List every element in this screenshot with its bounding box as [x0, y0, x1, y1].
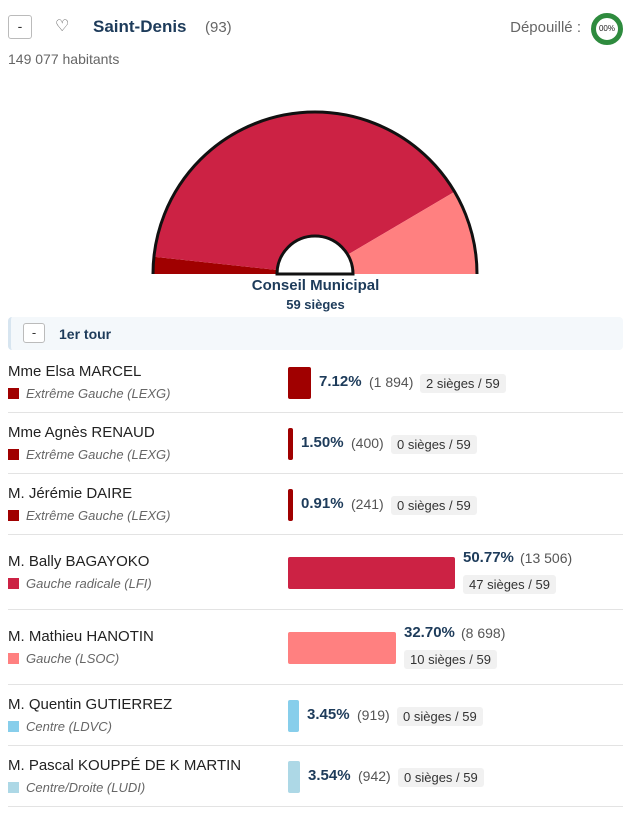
commune-header: - ♡ Saint-Denis (93) Dépouillé : 00% [8, 13, 623, 45]
candidate-row[interactable]: M. Quentin GUTIERREZ Centre (LDVC) 3.45% (9… [8, 685, 623, 746]
party-label: Gauche (LSOC) [26, 651, 120, 666]
party-label: Gauche radicale (LFI) [26, 576, 152, 591]
candidate-party: Extrême Gauche (LEXG) [8, 508, 171, 523]
depouille-progress-ring: 00% [591, 13, 623, 45]
round-header: - 1er tour [8, 317, 623, 350]
candidate-party: Centre/Droite (LUDI) [8, 780, 145, 795]
vote-percentage: 1.50% [301, 434, 344, 451]
vote-count: (400) [351, 435, 384, 451]
candidate-name[interactable]: Mme Elsa MARCEL [8, 363, 142, 380]
party-label: Centre/Droite (LUDI) [26, 780, 146, 795]
seats-badge: 0 sièges / 59 [398, 768, 484, 787]
collapse-button[interactable]: - [8, 15, 32, 39]
party-label: Extrême Gauche (LEXG) [26, 508, 171, 523]
hemicycle-center [275, 234, 355, 276]
candidate-row[interactable]: Mme Agnès RENAUD Extrême Gauche (LEXG) 1.5… [8, 413, 623, 474]
candidate-name[interactable]: M. Mathieu HANOTIN [8, 628, 154, 645]
party-color-swatch [8, 653, 19, 664]
candidate-name[interactable]: M. Jérémie DAIRE [8, 485, 133, 502]
party-label: Centre (LDVC) [26, 719, 112, 734]
candidate-name[interactable]: M. Bally BAGAYOKO [8, 553, 150, 570]
vote-share-bar [288, 367, 311, 399]
heart-icon[interactable]: ♡ [55, 18, 70, 35]
party-color-swatch [8, 510, 19, 521]
candidate-row[interactable]: M. Pascal KOUPPÉ DE K MARTIN Centre/Droit… [8, 746, 623, 807]
vote-percentage: 7.12% [319, 373, 362, 390]
council-seats-total: 59 sièges [286, 297, 345, 312]
population-text: 149 077 habitants [8, 51, 120, 67]
round-label: 1er tour [59, 326, 112, 342]
candidate-party: Gauche radicale (LFI) [8, 576, 152, 591]
party-color-swatch [8, 721, 19, 732]
vote-count: (942) [358, 768, 391, 784]
vote-count: (13 506) [520, 550, 573, 566]
candidate-party: Centre (LDVC) [8, 719, 112, 734]
candidate-party: Gauche (LSOC) [8, 651, 119, 666]
vote-percentage: 0.91% [301, 495, 344, 512]
candidate-name[interactable]: M. Quentin GUTIERREZ [8, 696, 173, 713]
seats-badge: 0 sièges / 59 [391, 435, 477, 454]
candidate-row[interactable]: M. Mathieu HANOTIN Gauche (LSOC) 32.70% (8 … [8, 610, 623, 685]
vote-share-bar [288, 700, 299, 732]
candidate-row[interactable]: M. Bally BAGAYOKO Gauche radicale (LFI) 50… [8, 535, 623, 610]
hemicycle-slice-4 [315, 191, 477, 274]
depouille-label: Dépouillé : [510, 19, 581, 36]
vote-count: (1 894) [369, 374, 414, 390]
round-collapse-button[interactable]: - [23, 323, 45, 343]
hemicycle-outline [151, 110, 479, 275]
vote-share-bar [288, 428, 293, 460]
vote-count: (8 698) [461, 625, 506, 641]
vote-share-bar [288, 761, 300, 793]
vote-percentage: 32.70% [404, 624, 455, 641]
candidate-row[interactable]: M. Jérémie DAIRE Extrême Gauche (LEXG) 0.9… [8, 474, 623, 535]
seat-hemicycle-chart [151, 110, 479, 276]
city-name[interactable]: Saint-Denis [93, 17, 187, 36]
seats-badge: 2 sièges / 59 [420, 374, 506, 393]
seats-badge: 47 sièges / 59 [463, 575, 556, 594]
party-label: Extrême Gauche (LEXG) [26, 386, 171, 401]
hemicycle-slice-0 [153, 256, 315, 274]
party-color-swatch [8, 578, 19, 589]
hemicycle-slice-3 [153, 112, 455, 274]
candidate-name[interactable]: Mme Agnès RENAUD [8, 424, 155, 441]
vote-share-bar [288, 557, 455, 589]
party-color-swatch [8, 782, 19, 793]
vote-count: (919) [357, 707, 390, 723]
candidate-row[interactable]: Mme Elsa MARCEL Extrême Gauche (LEXG) 7.12… [8, 352, 623, 413]
party-label: Extrême Gauche (LEXG) [26, 447, 171, 462]
candidate-party: Extrême Gauche (LEXG) [8, 447, 171, 462]
party-color-swatch [8, 449, 19, 460]
vote-share-bar [288, 489, 293, 521]
vote-percentage: 3.45% [307, 706, 350, 723]
candidate-party: Extrême Gauche (LEXG) [8, 386, 171, 401]
candidate-name[interactable]: M. Pascal KOUPPÉ DE K MARTIN [8, 757, 242, 774]
party-color-swatch [8, 388, 19, 399]
seats-badge: 10 sièges / 59 [404, 650, 497, 669]
vote-share-bar [288, 632, 396, 664]
vote-count: (241) [351, 496, 384, 512]
vote-percentage: 50.77% [463, 549, 514, 566]
seats-badge: 0 sièges / 59 [397, 707, 483, 726]
seats-badge: 0 sièges / 59 [391, 496, 477, 515]
vote-percentage: 3.54% [308, 767, 351, 784]
council-title: Conseil Municipal [251, 277, 380, 294]
department-code: (93) [205, 19, 232, 36]
